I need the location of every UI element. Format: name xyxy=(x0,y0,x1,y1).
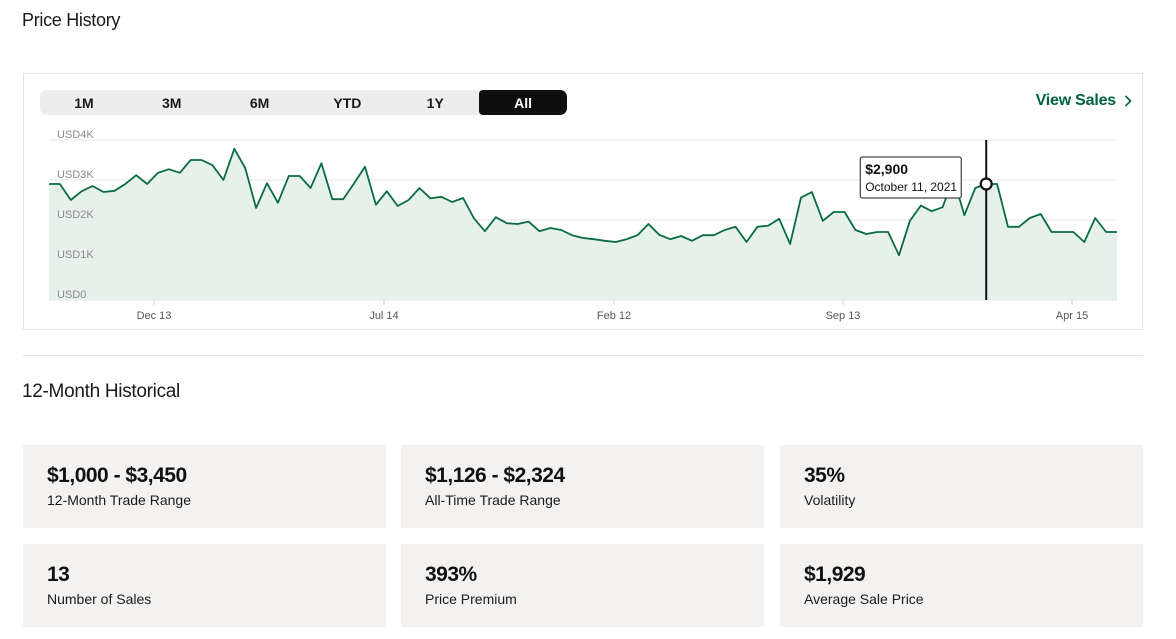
x-tick-label: Dec 13 xyxy=(137,310,172,322)
stat-label: Price Premium xyxy=(425,591,517,607)
view-sales-label: View Sales xyxy=(1035,92,1117,109)
tab-1y[interactable]: 1Y xyxy=(426,94,444,111)
tab-3m[interactable]: 3M xyxy=(162,94,182,111)
stat-card-number-of-sales: 13 Number of Sales xyxy=(23,544,386,627)
view-sales-link[interactable]: View Sales xyxy=(1036,92,1132,110)
x-tick-label: Feb 12 xyxy=(597,310,631,322)
highlight-point[interactable] xyxy=(979,177,993,191)
stat-label: Average Sale Price xyxy=(804,591,924,607)
y-tick-label: USD2K xyxy=(57,209,94,221)
tooltip-box xyxy=(859,156,962,199)
x-tick-label: Jul 14 xyxy=(369,310,398,322)
section-divider xyxy=(23,355,1143,356)
historical-section-title: 12-Month Historical xyxy=(22,381,180,402)
y-tick-label: USD4K xyxy=(57,129,94,141)
y-tick-label: USD3K xyxy=(57,169,94,181)
stat-label: 12-Month Trade Range xyxy=(47,492,191,508)
tab-all[interactable]: All xyxy=(479,90,567,115)
x-tick-label: Sep 13 xyxy=(826,310,861,322)
stat-card-volatility: 35% Volatility xyxy=(780,445,1143,528)
tab-1m[interactable]: 1M xyxy=(74,94,94,111)
tooltip-price: $2,900 xyxy=(865,161,908,177)
stat-label: All-Time Trade Range xyxy=(425,492,561,508)
stat-card-all-time-range: $1,126 - $2,324 All-Time Trade Range xyxy=(401,445,764,528)
stat-value: 35% xyxy=(804,464,845,487)
stat-label: Volatility xyxy=(804,492,856,508)
stat-card-average-sale-price: $1,929 Average Sale Price xyxy=(780,544,1143,627)
x-tick-label: Apr 15 xyxy=(1056,310,1088,322)
price-history-chart[interactable]: USD0 USD1K USD2K USD3K USD4K Dec 13 Jul 14 Feb… xyxy=(24,74,1142,329)
chevron-right-icon xyxy=(1124,95,1132,107)
tooltip-date: October 11, 2021 xyxy=(865,180,957,194)
tab-ytd[interactable]: YTD xyxy=(333,94,362,111)
y-tick-label: USD0 xyxy=(57,289,86,301)
stat-card-price-premium: 393% Price Premium xyxy=(401,544,764,627)
stat-value: $1,929 xyxy=(804,563,866,586)
price-line xyxy=(49,147,1117,257)
page-title: Price History xyxy=(22,10,121,30)
range-tab-group: 1M 3M 6M YTD 1Y All xyxy=(40,90,567,115)
price-area xyxy=(49,148,1117,300)
stat-value: 393% xyxy=(425,563,477,586)
stat-card-12-month-range: $1,000 - $3,450 12-Month Trade Range xyxy=(23,445,386,528)
tab-6m[interactable]: 6M xyxy=(249,94,270,111)
stat-value: 13 xyxy=(47,563,70,586)
stat-value: $1,126 - $2,324 xyxy=(425,464,565,487)
stat-label: Number of Sales xyxy=(47,591,152,607)
stat-value: $1,000 - $3,450 xyxy=(47,464,187,487)
y-tick-label: USD1K xyxy=(57,249,94,261)
price-chart-panel: 1M 3M 6M YTD 1Y All View Sales USD0 USD1K… xyxy=(23,73,1143,330)
price-tooltip: $2,900 October 11, 2021 xyxy=(859,156,962,199)
